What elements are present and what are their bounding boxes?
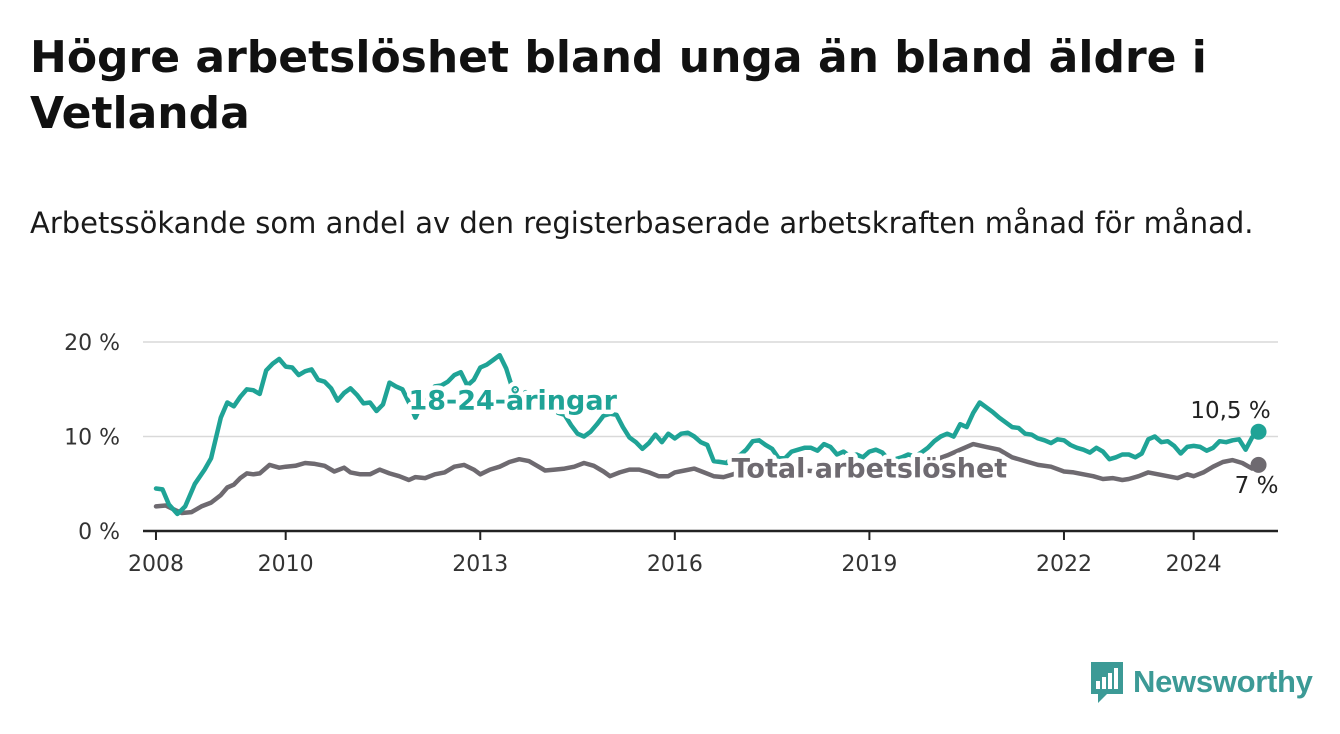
x-tick-label: 2010 xyxy=(258,552,314,577)
end-label-total: 7 % xyxy=(1235,473,1279,499)
newsworthy-logo: Newsworthy xyxy=(1089,660,1313,704)
y-tick-label: 20 % xyxy=(64,331,120,356)
y-tick-label: 0 % xyxy=(78,520,120,545)
y-tick-label: 10 % xyxy=(64,426,120,451)
chart-title: Högre arbetslöshet bland unga än bland ä… xyxy=(30,32,1207,139)
chart-subtitle: Arbetssökande som andel av den registerb… xyxy=(30,206,1254,240)
gridlines xyxy=(143,341,1278,438)
series-endpoint-18-24-ringar xyxy=(1250,423,1267,440)
series-labels: 10,5 % 7 % 18-24-åringar Total arbetslöshet xyxy=(404,380,1279,499)
x-tick-label: 2013 xyxy=(452,552,508,577)
annotation-total-arbetsl-shet: Total arbetslöshet xyxy=(732,454,1008,485)
end-label-youth: 10,5 % xyxy=(1190,398,1270,424)
x-tick-label: 2022 xyxy=(1036,552,1092,577)
x-tick-label: 2024 xyxy=(1166,552,1222,577)
series-endpoint-total-arbetsl-shet xyxy=(1250,456,1267,473)
axes: 0 % 10 % 20 % 2008 2010 2013 2016 2019 2022 2024 xyxy=(64,331,1278,577)
newsworthy-wordmark: Newsworthy xyxy=(1133,664,1313,699)
series-line-18-24-ringar xyxy=(153,352,1261,517)
x-tick-label: 2019 xyxy=(841,552,897,577)
series-lines xyxy=(153,352,1267,517)
x-tick-label: 2008 xyxy=(128,552,184,577)
series-line-total-arbetsl-shet xyxy=(153,441,1261,516)
newsworthy-bars-icon xyxy=(1091,662,1123,703)
x-tick-label: 2016 xyxy=(647,552,703,577)
annotation-18-24-ringar: 18-24-åringar xyxy=(408,385,617,417)
line-chart: 0 %10 %20 %2008 2010 2013 2016 2019 2022 2024 … xyxy=(64,331,1279,577)
